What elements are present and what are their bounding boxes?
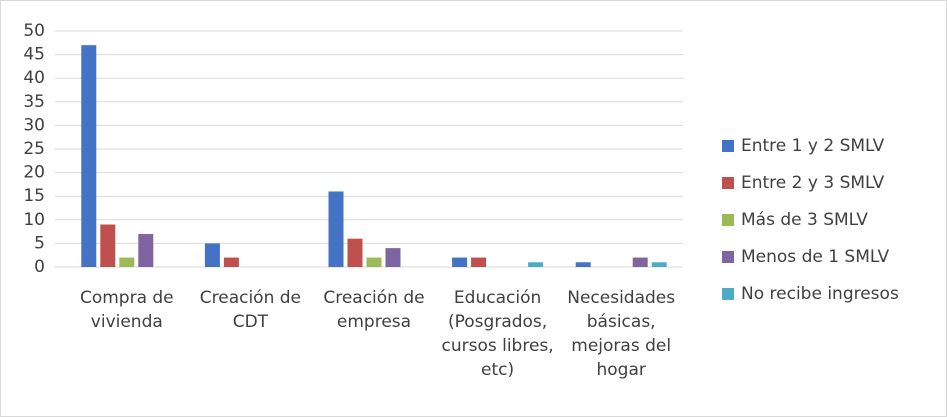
bar	[632, 257, 648, 267]
bar	[328, 191, 344, 267]
legend-swatch	[722, 214, 734, 226]
x-tick-label: Creación de empresa	[323, 288, 425, 332]
bar	[81, 45, 97, 267]
legend-label: Menos de 1 SMLV	[741, 247, 889, 267]
bar	[452, 257, 468, 267]
y-tick-label: 30	[23, 115, 45, 135]
bar	[347, 238, 363, 267]
legend-swatch	[722, 251, 734, 263]
y-tick-label: 40	[23, 68, 45, 88]
bar	[204, 243, 220, 267]
bar	[575, 262, 591, 267]
y-tick-label: 10	[23, 210, 45, 230]
x-tick-label: Necesidades básicas, mejoras del hogar	[567, 288, 676, 380]
legend-swatch	[722, 288, 734, 300]
bar	[223, 257, 239, 267]
bar	[651, 262, 667, 267]
legend-label: Más de 3 SMLV	[741, 210, 868, 230]
bar	[385, 248, 401, 267]
legend-swatch	[722, 177, 734, 189]
bar	[100, 224, 116, 267]
bar	[471, 257, 487, 267]
legend-label: No recibe ingresos	[741, 284, 899, 304]
bar	[528, 262, 544, 267]
y-tick-label: 20	[23, 163, 45, 183]
x-tick-label: Compra de vivienda	[79, 288, 174, 332]
y-tick-label: 5	[34, 233, 45, 253]
legend-label: Entre 2 y 3 SMLV	[741, 173, 885, 193]
bar	[138, 233, 154, 267]
legend-swatch	[722, 140, 734, 152]
y-tick-label: 0	[34, 257, 45, 277]
x-tick-label: Creación de CDT	[199, 288, 302, 332]
bar	[366, 257, 382, 267]
y-tick-label: 15	[23, 186, 45, 206]
legend-label: Entre 1 y 2 SMLV	[741, 136, 885, 156]
y-tick-label: 45	[23, 45, 45, 65]
y-tick-label: 25	[23, 139, 45, 159]
y-tick-label: 50	[23, 21, 45, 41]
x-tick-label: Educación (Posgrados, cursos libres, etc…	[441, 288, 554, 380]
bar	[119, 257, 135, 267]
y-tick-label: 35	[23, 92, 45, 112]
